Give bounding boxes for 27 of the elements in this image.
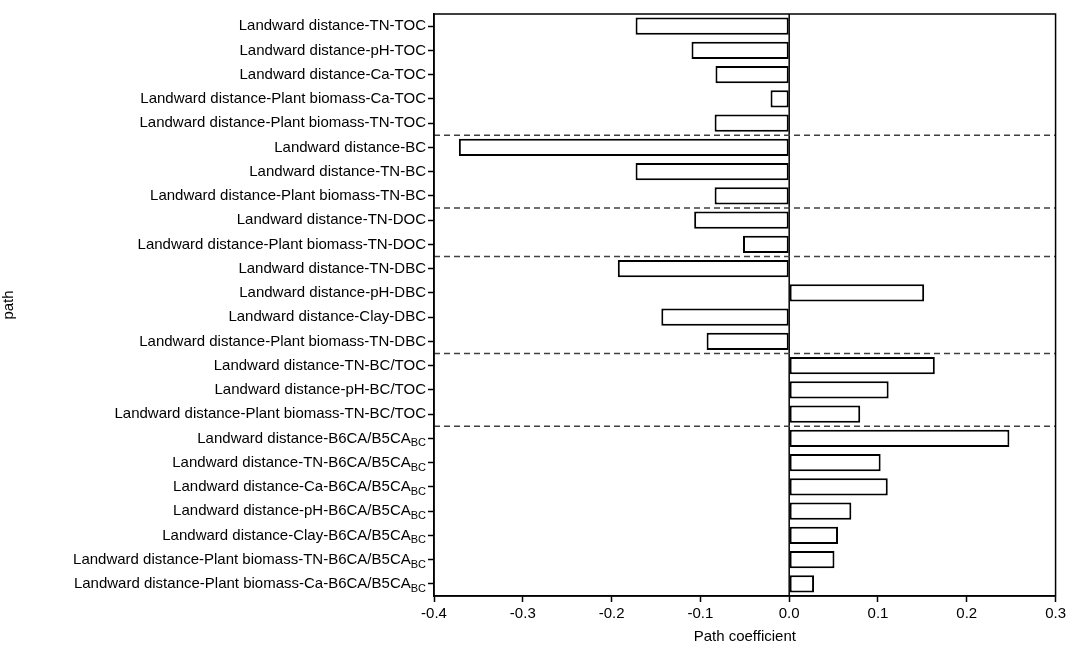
- y-tick-label: Landward distance-pH-DBC: [239, 283, 427, 301]
- y-tick-label: Landward distance-pH-BC/TOC: [214, 380, 427, 398]
- x-tick-label: 0.0: [778, 604, 800, 622]
- y-tick-label: Landward distance-Plant biomass-TN-BC/TOC: [114, 404, 427, 422]
- y-tick-label: Landward distance-Plant biomass-TN-DBC: [139, 331, 427, 349]
- y-tick-label: Landward distance-TN-TOC: [238, 16, 427, 34]
- y-tick-label: Landward distance-TN-BC/TOC: [213, 355, 427, 373]
- x-tick-label: -0.3: [509, 604, 536, 622]
- y-tick-label: Landward distance-BC: [274, 137, 427, 155]
- x-tick-label: -0.4: [421, 604, 447, 622]
- x-tick-label: 0.3: [1045, 604, 1066, 622]
- x-tick-label: 0.1: [867, 604, 889, 622]
- y-axis-title: path: [0, 290, 17, 320]
- x-tick-label: 0.2: [956, 604, 978, 622]
- y-tick-label: Landward distance-TN-DOC: [236, 210, 427, 228]
- y-tick-label: Landward distance-pH-TOC: [239, 40, 427, 58]
- y-tick-label: Landward distance-Plant biomass-TN-TOC: [139, 113, 427, 131]
- x-tick-label: -0.1: [687, 604, 714, 622]
- y-tick-label: Landward distance-Ca-TOC: [239, 64, 427, 82]
- y-tick-label: Landward distance-TN-DBC: [238, 258, 427, 276]
- x-tick-label: -0.2: [598, 604, 625, 622]
- y-tick-label: Landward distance-TN-BC: [249, 161, 427, 179]
- y-tick-label: Landward distance-Clay-DBC: [228, 307, 427, 325]
- y-tick-label: Landward distance-Plant biomass-Ca-TOC: [140, 89, 427, 107]
- y-tick-label: Landward distance-Plant biomass-TN-BC: [150, 186, 427, 204]
- x-axis-title: Path coefficient: [693, 627, 797, 645]
- y-tick-label: Landward distance-Plant biomass-TN-DOC: [137, 234, 427, 252]
